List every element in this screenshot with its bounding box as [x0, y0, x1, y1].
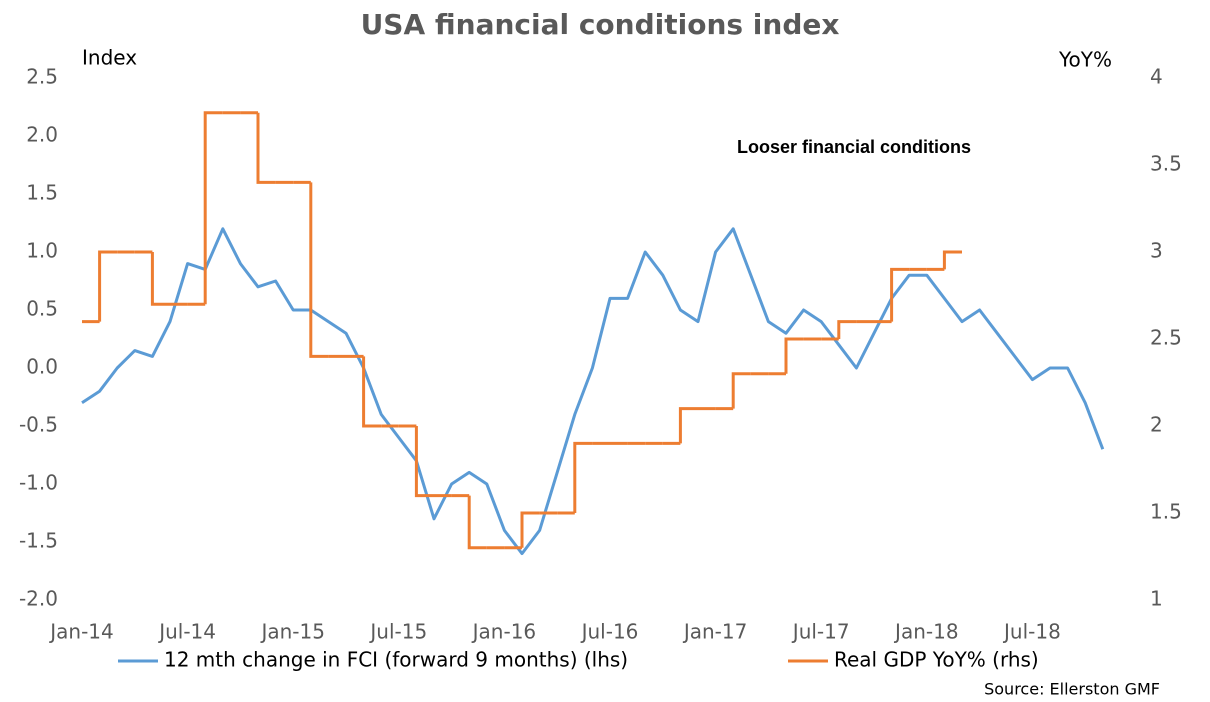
step-segment [467, 495, 487, 550]
y-tick-label: 1.5 [26, 181, 58, 205]
x-tick-label: Jul-16 [580, 620, 639, 644]
y2-tick-label: 2 [1150, 413, 1163, 437]
y2-tick-label: 4 [1150, 65, 1163, 89]
x-tick-label: Jan-16 [471, 620, 537, 644]
step-segment [731, 372, 751, 409]
step-segment [837, 320, 857, 339]
legend-label: Real GDP YoY% (rhs) [834, 648, 1039, 672]
annotation: Looser financial conditions [737, 137, 971, 157]
y-axis-label: Index [82, 46, 137, 70]
y-tick-label: 2.0 [26, 123, 58, 147]
x-tick-label: Jul-14 [157, 620, 216, 644]
y-tick-label: -1.5 [19, 529, 58, 553]
step-segment [309, 182, 329, 358]
step-segment [573, 441, 593, 513]
step-segment [784, 337, 804, 374]
y2-tick-label: 3.5 [1150, 152, 1182, 176]
step-segment [150, 252, 170, 306]
step-segment [890, 267, 910, 322]
y2-tick-label: 3 [1150, 239, 1163, 263]
y2-tick-label: 2.5 [1150, 326, 1182, 350]
chart-title: USA financial conditions index [361, 8, 840, 41]
step-segment [98, 250, 118, 322]
x-tick-label: Jul-18 [1002, 620, 1061, 644]
x-tick-label: Jul-15 [368, 620, 427, 644]
source: Source: Ellerston GMF [984, 680, 1160, 699]
y-tick-label: -0.5 [19, 413, 58, 437]
line [81, 227, 1105, 556]
x-tick-label: Jan-18 [893, 620, 959, 644]
step-segment [414, 426, 434, 498]
step-segment [362, 356, 382, 428]
x-tick-label: Jan-14 [48, 620, 114, 644]
y-tick-label: 1.0 [26, 239, 58, 263]
y-tick-label: -2.0 [19, 587, 58, 611]
y2-axis-label: YoY% [1058, 48, 1112, 72]
step-segment [942, 250, 962, 270]
x-tick-label: Jan-15 [259, 620, 325, 644]
x-tick-label: Jan-17 [682, 620, 748, 644]
y-tick-label: -1.0 [19, 471, 58, 495]
x-tick-label: Jul-17 [791, 620, 850, 644]
step-segment [678, 407, 698, 444]
y-tick-label: 0.5 [26, 297, 58, 321]
legend-label: 12 mth change in FCI (forward 9 months) … [164, 648, 628, 672]
y2-tick-label: 1 [1150, 587, 1163, 611]
step-segment [256, 112, 276, 184]
y-tick-label: 2.5 [26, 65, 58, 89]
step-segment [520, 511, 540, 548]
step-segment [203, 111, 223, 305]
y2-tick-label: 1.5 [1150, 500, 1182, 524]
y-tick-label: 0.0 [26, 355, 58, 379]
